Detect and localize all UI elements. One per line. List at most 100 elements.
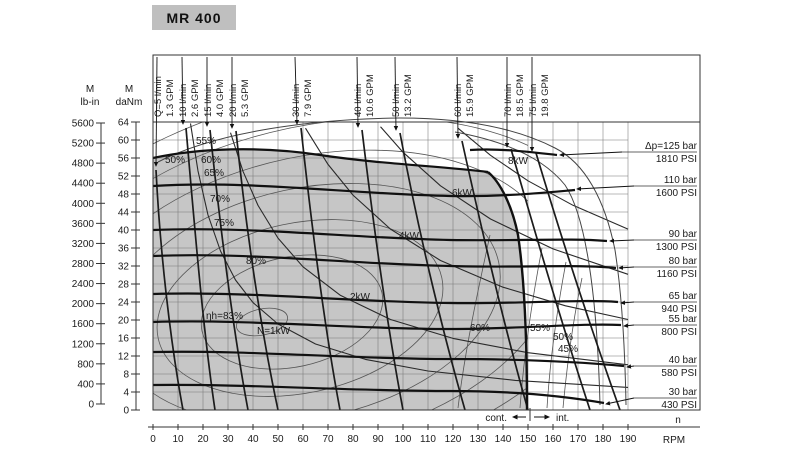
lbin-tick-label: 4000 [72,199,95,210]
x-tick-label: 180 [595,434,612,445]
flow-label-lmin: 15 l/min [203,84,214,117]
efficiency-label: 50% [553,332,573,343]
pressure-label-psi: 430 PSI [661,400,697,411]
danm-tick-label: 32 [118,262,130,273]
x-axis-symbol: n [675,415,681,426]
flow-label-gpm: 7.9 GPM [303,79,314,117]
pressure-label-bar: 80 bar [669,256,698,267]
power-curve-1kw [189,123,629,388]
flow-label-gpm: 5.3 GPM [240,79,251,117]
x-tick-label: 100 [395,434,412,445]
flow-label-arrow [355,56,361,128]
lbin-tick-label: 3600 [72,219,95,230]
danm-tick-label: 64 [118,118,130,129]
danm-tick-label: 24 [118,298,130,309]
flow-label-gpm: 13.2 GPM [403,74,414,117]
lbin-axis-header-m: M [86,84,94,95]
danm-tick-label: 16 [118,334,130,345]
pressure-line-30bar [152,383,605,405]
pressure-line-55bar [152,320,622,331]
x-tick-label: 190 [620,434,637,445]
x-tick-label: 40 [247,434,259,445]
pressure-label-arrow [605,397,635,406]
continuous-zone-right-boundary [487,171,529,411]
power-label: N=1kW [257,326,291,337]
danm-axis-header-m: M [125,84,133,95]
efficiency-contour-60 [153,122,528,410]
efficiency-label: 70% [210,194,230,205]
lbin-tick-label: 2000 [72,299,95,310]
efficiency-contour-75 [156,219,444,397]
danm-tick-label: 8 [123,370,129,381]
danm-tick-label: 20 [118,316,130,327]
efficiency-label: ηh=83% [206,311,243,322]
power-label: 6kW [452,188,473,199]
efficiency-label: 60% [201,155,221,166]
x-tick-label: 60 [297,434,309,445]
chart-title-text: MR 400 [166,9,222,26]
danm-tick-label: 36 [118,244,130,255]
efficiency-label: 55% [196,136,216,147]
lbin-tick-label: 0 [88,399,94,410]
efficiency-label: 65% [204,168,224,179]
zone-continuous-label: cont. [485,413,507,424]
pressure-label-psi: 1160 PSI [657,269,697,280]
pressure-label-bar: 90 bar [669,229,698,240]
pressure-label-bar: 110 bar [664,175,698,186]
flow-line-q70 [510,148,591,411]
power-curve-8kw [457,127,629,230]
lbin-tick-label: 5200 [72,139,95,150]
flow-label-gpm: 18.5 GPM [515,74,526,117]
flow-label-lmin: 10 l/min [178,84,189,117]
pressure-line-90bar [152,228,608,243]
pressure-label-psi: 1600 PSI [656,188,697,199]
zone-intermittent-label: int. [556,413,569,424]
x-tick-label: 30 [222,434,234,445]
flow-line-q30 [300,127,341,411]
pressure-line-110bar [152,183,576,198]
flow-label-lmin: 60 l/min [453,84,464,117]
x-tick-label: 70 [322,434,334,445]
flow-label-gpm: 19.8 GPM [540,74,551,117]
pressure-label-arrow [623,323,635,328]
efficiency-contour-70 [153,183,501,410]
x-tick-label: 170 [570,434,587,445]
flow-label-lmin: Q=5 l/min [153,76,164,117]
flow-line-q50 [399,132,466,411]
lbin-tick-label: 2800 [72,259,95,270]
flow-label-gpm: 15.9 GPM [465,74,476,117]
x-tick-label: 150 [520,434,537,445]
pressure-label-psi: 580 PSI [661,368,697,379]
chart-title: MR 400 [152,5,236,30]
lbin-tick-label: 4800 [72,159,95,170]
danm-tick-label: 40 [118,226,130,237]
zone-labels: cont. int. [485,408,569,424]
power-curves [189,123,629,388]
pressure-label-psi: 940 PSI [661,304,697,315]
danm-tick-label: 56 [118,154,130,165]
pressure-line-65bar [152,292,619,305]
power-curve-2kw [229,132,629,366]
flow-line-q10 [185,127,216,411]
flow-label-arrow [455,56,461,139]
pressure-label-arrow [618,265,635,270]
lbin-tick-label: 1600 [72,319,95,330]
flow-label-gpm: 1.3 GPM [165,79,176,117]
flow-label-lmin: 40 l/min [353,84,364,117]
pressure-label-arrow [626,364,635,369]
x-tick-label: 140 [495,434,512,445]
flow-line-q20 [235,130,279,411]
efficiency-label: 80% [246,256,266,267]
efficiency-label: 50% [165,155,185,166]
flow-label-arrow [393,56,399,131]
x-tick-label: 10 [172,434,184,445]
lbin-tick-label: 2400 [72,279,95,290]
chart-frame [152,54,701,411]
flow-label-lmin: 70 l/min [503,84,514,117]
danm-axis-header-unit: daNm [116,97,143,108]
lbin-tick-label: 800 [77,359,94,370]
lbin-tick-label: 5600 [72,119,95,130]
power-curve-6kw [380,126,629,275]
